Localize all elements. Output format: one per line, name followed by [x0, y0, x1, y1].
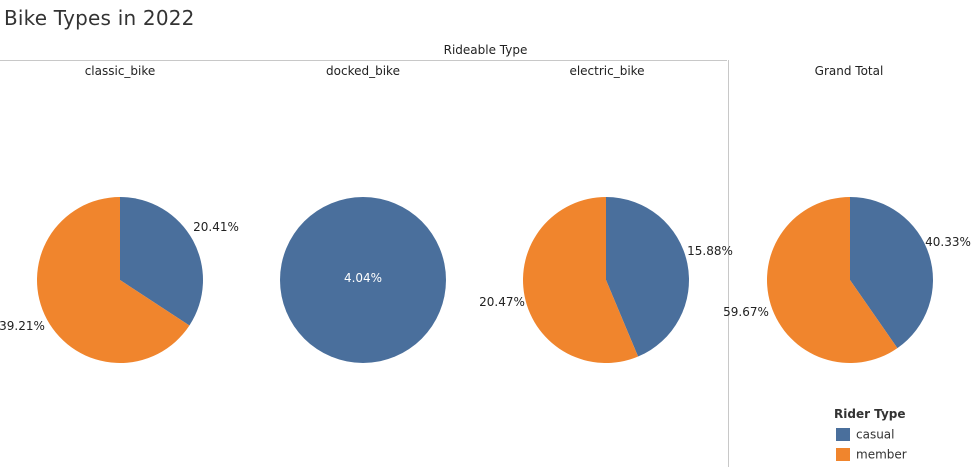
- chart-title: Bike Types in 2022: [4, 6, 195, 30]
- column-header-docked-bike: docked_bike: [326, 64, 400, 78]
- pie-label-classic-bike-casual: 20.41%: [193, 220, 239, 234]
- pie-label-electric-bike-member: 20.47%: [479, 295, 525, 309]
- legend-title: Rider Type: [834, 407, 906, 421]
- facet-group-header: Rideable Type: [443, 43, 528, 57]
- pie-label-electric-bike-casual: 15.88%: [687, 244, 733, 258]
- pie-slice-electric-bike-member[interactable]: [522, 197, 639, 363]
- pie-label-grand-total-member: 59.67%: [723, 305, 769, 319]
- legend-swatch-member: [836, 448, 850, 461]
- pie-label-grand-total-casual: 40.33%: [925, 235, 971, 249]
- legend-item-member[interactable]: member: [836, 447, 907, 462]
- pie-slice-electric-bike-casual[interactable]: [606, 197, 689, 357]
- legend-label-casual: casual: [856, 427, 895, 442]
- grand-total-divider: [728, 60, 729, 467]
- legend-item-casual[interactable]: casual: [836, 427, 895, 442]
- pie-slice-grand-total-member[interactable]: [766, 197, 898, 364]
- column-header-electric-bike: electric_bike: [569, 64, 645, 78]
- pie-slice-docked-bike-casual[interactable]: [280, 197, 446, 363]
- header-divider: [0, 60, 727, 61]
- pie-slice-classic-bike-casual[interactable]: [120, 197, 203, 326]
- column-header-grand-total: Grand Total: [814, 64, 884, 78]
- pie-label-classic-bike-member: 39.21%: [0, 319, 45, 333]
- legend-label-member: member: [856, 447, 907, 462]
- pie-slice-classic-bike-member[interactable]: [37, 197, 190, 364]
- pie-slice-grand-total-casual[interactable]: [850, 197, 933, 349]
- legend-swatch-casual: [836, 428, 850, 441]
- column-header-classic-bike: classic_bike: [84, 64, 156, 78]
- pie-label-docked-bike-casual: 4.04%: [344, 271, 382, 285]
